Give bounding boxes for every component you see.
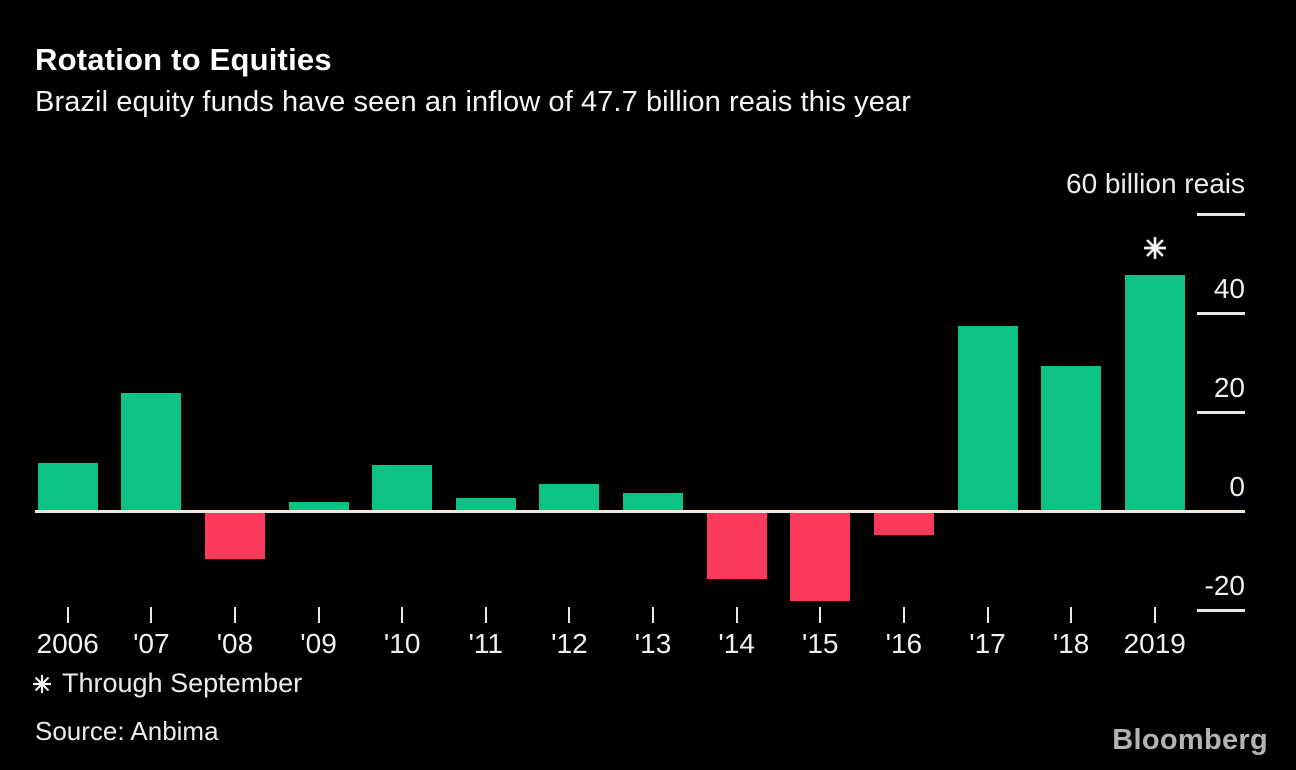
bar-16 bbox=[873, 512, 934, 535]
x-axis-label: '11 bbox=[468, 628, 503, 659]
bar-14 bbox=[706, 512, 767, 579]
x-axis-label: '09 bbox=[300, 628, 337, 659]
x-axis-label: '07 bbox=[133, 628, 170, 659]
bar-12 bbox=[539, 483, 600, 511]
x-axis-label: '16 bbox=[885, 628, 923, 659]
x-axis-label: '15 bbox=[802, 628, 839, 659]
x-axis-tick bbox=[1153, 607, 1156, 623]
x-axis-label: 2019 bbox=[1123, 628, 1186, 659]
bar-11 bbox=[455, 498, 516, 511]
bar-08 bbox=[204, 512, 265, 560]
y-axis-label: 40 bbox=[1213, 273, 1245, 304]
x-axis-label: '12 bbox=[551, 628, 588, 659]
x-axis-tick bbox=[66, 607, 69, 623]
y-axis-tick bbox=[1197, 212, 1245, 216]
x-axis-label: '10 bbox=[383, 628, 421, 659]
zero-axis-line bbox=[35, 509, 1245, 513]
bar-13 bbox=[623, 492, 684, 511]
x-axis-label: '13 bbox=[634, 628, 672, 659]
x-axis-tick bbox=[819, 607, 822, 623]
y-axis-tick bbox=[1197, 311, 1245, 315]
chart-title: Rotation to Equities bbox=[35, 42, 332, 77]
chart-subtitle: Brazil equity funds have seen an inflow … bbox=[35, 86, 911, 118]
x-axis-tick bbox=[652, 607, 655, 623]
y-axis-unit-label: 60 billion reais bbox=[1066, 168, 1245, 199]
bar-10 bbox=[372, 464, 433, 511]
x-axis-label: '18 bbox=[1052, 628, 1090, 659]
x-axis-tick bbox=[233, 607, 236, 623]
x-axis-tick bbox=[902, 607, 905, 623]
y-axis-label: 0 bbox=[1229, 471, 1245, 502]
bloomberg-logo: Bloomberg bbox=[1112, 724, 1268, 756]
x-axis-label: 2006 bbox=[36, 628, 99, 659]
asterisk-annotation-icon bbox=[1143, 236, 1166, 259]
x-axis-tick bbox=[150, 607, 153, 623]
footnote-text: Through September bbox=[62, 668, 303, 698]
bar-17 bbox=[957, 325, 1018, 511]
x-axis-tick bbox=[1070, 607, 1073, 623]
chart-footnote: Through September bbox=[33, 668, 302, 699]
x-axis-label: '17 bbox=[969, 628, 1006, 659]
bar-15 bbox=[790, 512, 851, 601]
y-axis-label: -20 bbox=[1204, 570, 1245, 601]
y-axis-tick bbox=[1197, 410, 1245, 414]
y-axis-tick bbox=[1197, 608, 1245, 612]
bar-2019 bbox=[1124, 274, 1185, 511]
x-axis-tick bbox=[484, 607, 487, 623]
x-axis-label: '14 bbox=[718, 628, 755, 659]
x-axis-tick bbox=[401, 607, 404, 623]
bar-18 bbox=[1041, 365, 1102, 511]
bar-2006 bbox=[37, 463, 98, 511]
x-axis-tick bbox=[735, 607, 738, 623]
y-axis-label: 20 bbox=[1213, 372, 1245, 403]
x-axis-tick bbox=[568, 607, 571, 623]
asterisk-icon bbox=[33, 674, 51, 693]
x-axis-tick bbox=[317, 607, 320, 623]
x-axis-tick bbox=[986, 607, 989, 623]
source-credit: Source: Anbima bbox=[35, 716, 219, 746]
x-axis-label: '08 bbox=[216, 628, 254, 659]
bar-09 bbox=[288, 501, 349, 511]
bar-07 bbox=[121, 393, 182, 511]
